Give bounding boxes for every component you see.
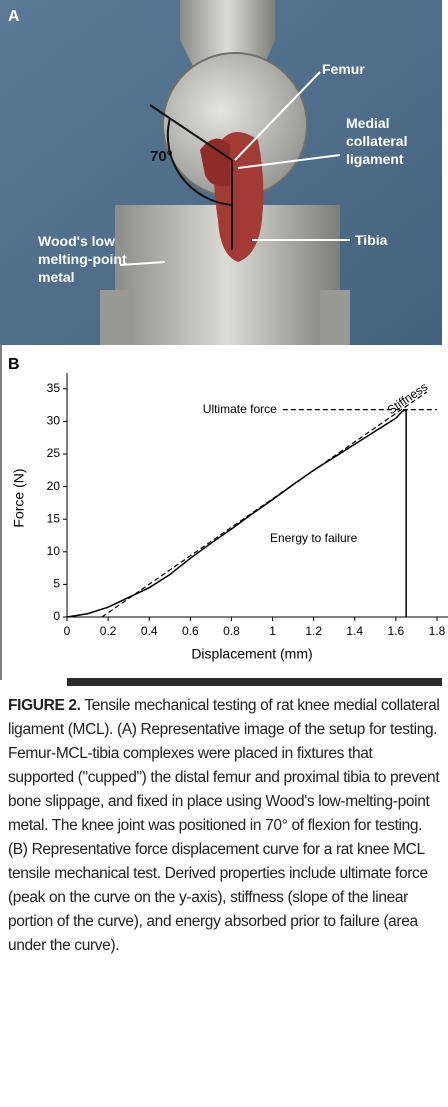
x-tick-label: 0.8 (223, 624, 240, 638)
x-tick-label: 0.2 (100, 624, 117, 638)
y-tick-label: 30 (47, 414, 61, 428)
ligament-label: Medial collateral ligament (346, 115, 408, 167)
force-curve (66, 408, 407, 618)
reference-line (101, 391, 428, 618)
caption-text: Tensile mechanical testing of rat knee m… (8, 697, 440, 954)
panel-label: A (8, 8, 20, 25)
x-axis-label: Displacement (mm) (191, 646, 312, 662)
y-tick-label: 0 (53, 609, 60, 623)
annotation: Energy to failure (270, 531, 358, 545)
x-tick-label: 1.6 (388, 624, 405, 638)
caption-label: FIGURE 2. (8, 697, 81, 714)
panel-b-chart: B 0 5 10 15 20 25 30 35 0 0.2 0.4 0.6 0.8 1 1.2 1.4 1.6 1.… (0, 345, 448, 686)
series-label: Ultimate force (203, 402, 277, 416)
x-tick-label: 1.8 (429, 624, 446, 638)
y-axis-label: Force (N) (11, 468, 27, 527)
y-tick-label: 25 (47, 446, 61, 460)
y-tick-label: 15 (47, 511, 61, 525)
divider-bar (67, 678, 442, 686)
series-label: Stiffness (385, 380, 431, 418)
metal-label: Wood's low melting-point metal (38, 233, 127, 285)
angle-label: 70° (150, 148, 173, 165)
x-tick-label: 0.4 (141, 624, 158, 638)
panel-a-photo (0, 0, 442, 345)
y-tick-label: 10 (47, 544, 61, 558)
y-tick-label: 20 (47, 479, 61, 493)
femur-label: Femur (322, 61, 365, 77)
caption: FIGURE 2. Tensile mechanical testing of … (8, 694, 440, 958)
x-tick-label: 1.2 (305, 624, 322, 638)
tibia-label: Tibia (355, 232, 388, 248)
x-tick-label: 1.4 (346, 624, 363, 638)
x-tick-label: 0.6 (182, 624, 199, 638)
x-tick-label: 1 (269, 624, 276, 638)
y-tick-label: 5 (53, 577, 60, 591)
y-tick-label: 35 (47, 381, 61, 395)
panel-label: B (8, 356, 20, 373)
x-tick-label: 0 (64, 624, 71, 638)
